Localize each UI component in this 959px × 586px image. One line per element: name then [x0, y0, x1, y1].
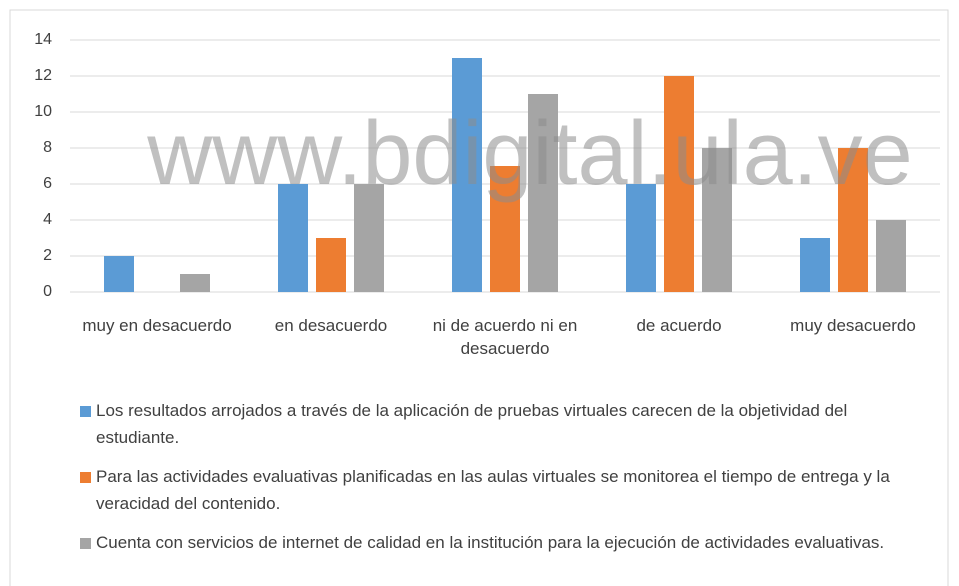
bar	[702, 148, 732, 292]
legend-label: Los resultados arrojados a través de la …	[96, 401, 848, 447]
bar	[278, 184, 308, 292]
bar	[626, 184, 656, 292]
y-tick-label: 2	[43, 247, 52, 264]
x-tick-label: muy en desacuerdo	[82, 316, 232, 335]
legend-swatch	[80, 538, 91, 549]
bar	[354, 184, 384, 292]
y-tick-label: 4	[43, 211, 52, 228]
y-tick-label: 6	[43, 175, 52, 192]
bar	[876, 220, 906, 292]
legend-label: Para las actividades evaluativas planifi…	[96, 467, 890, 513]
x-tick-label: ni de acuerdo ni en desacuerdo	[432, 316, 578, 358]
legend-item: Los resultados arrojados a través de la …	[80, 397, 910, 451]
legend: Los resultados arrojados a través de la …	[80, 397, 910, 568]
y-tick-label: 12	[34, 67, 52, 84]
legend-swatch	[80, 406, 91, 417]
bar	[664, 76, 694, 292]
legend-item: Para las actividades evaluativas planifi…	[80, 463, 910, 517]
bar	[452, 58, 482, 292]
bar	[490, 166, 520, 292]
bar	[104, 256, 134, 292]
x-tick-label: de acuerdo	[636, 316, 722, 335]
bar	[800, 238, 830, 292]
bar	[528, 94, 558, 292]
legend-label: Cuenta con servicios de internet de cali…	[96, 533, 885, 552]
legend-item: Cuenta con servicios de internet de cali…	[80, 529, 910, 556]
bar	[180, 274, 210, 292]
watermark: www.bdigital.ula.ve	[146, 104, 912, 204]
y-tick-label: 0	[43, 283, 52, 300]
bar	[316, 238, 346, 292]
bar	[838, 148, 868, 292]
y-tick-label: 8	[43, 139, 52, 156]
y-tick-label: 14	[34, 31, 52, 48]
legend-swatch	[80, 472, 91, 483]
chart-border	[9, 9, 949, 586]
x-tick-label: en desacuerdo	[274, 316, 388, 335]
y-tick-label: 10	[34, 103, 52, 120]
x-tick-label: muy desacuerdo	[790, 316, 916, 335]
